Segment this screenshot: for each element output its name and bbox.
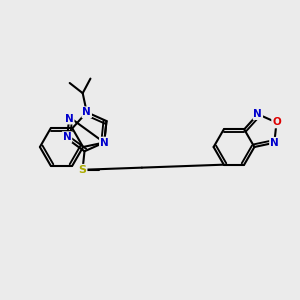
Text: N: N xyxy=(82,107,91,117)
Text: N: N xyxy=(270,138,279,148)
Text: O: O xyxy=(272,118,281,128)
Text: N: N xyxy=(100,137,109,148)
Text: N: N xyxy=(254,109,262,119)
Text: S: S xyxy=(79,165,87,175)
Text: N: N xyxy=(65,114,74,124)
Text: N: N xyxy=(63,132,71,142)
